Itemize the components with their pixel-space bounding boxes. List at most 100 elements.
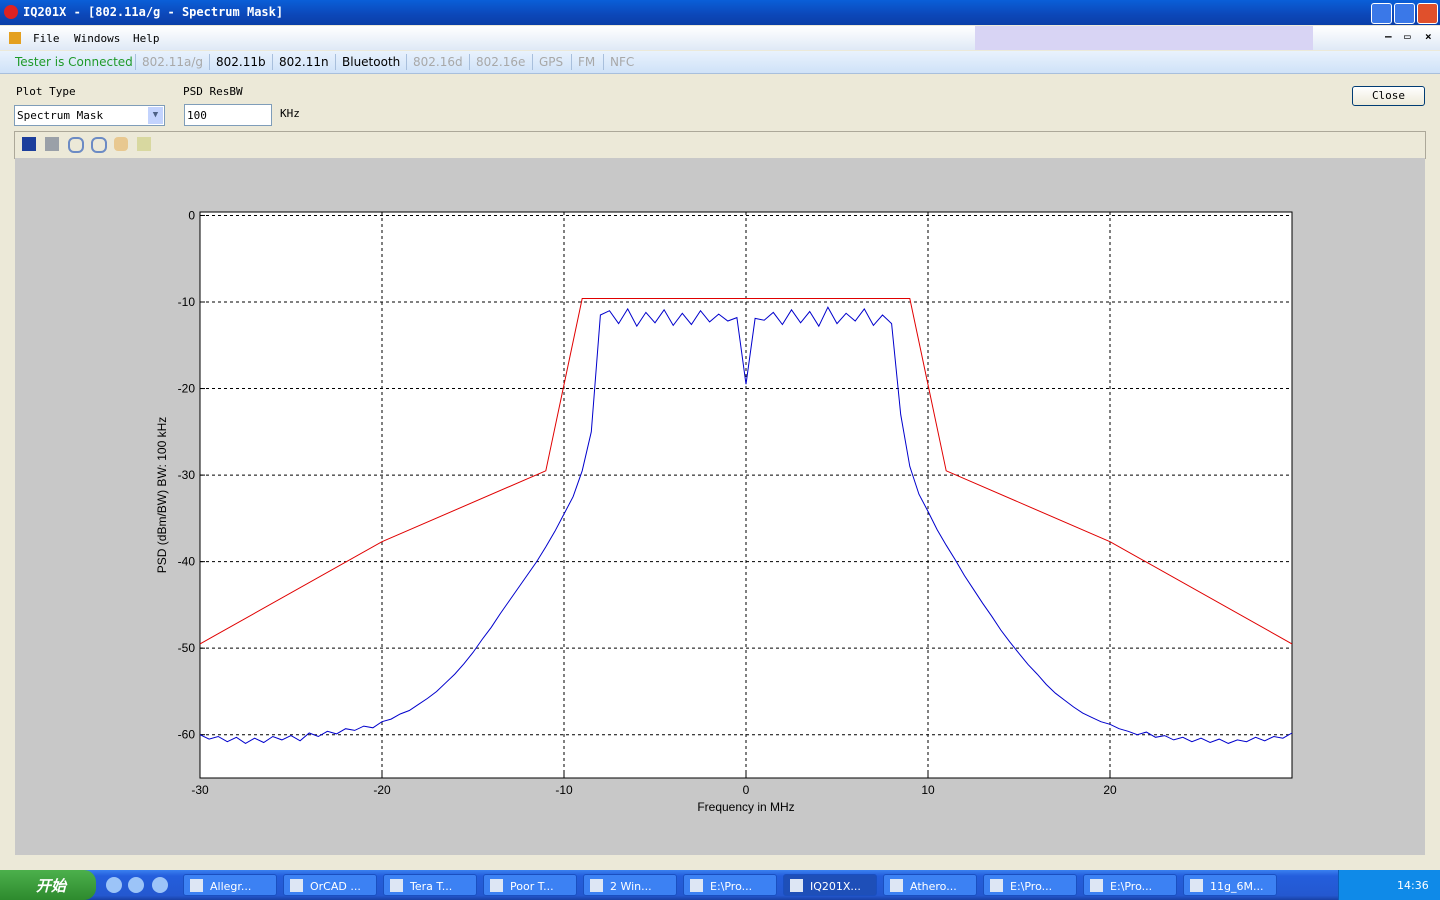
menu-item[interactable]: Windows — [74, 32, 121, 45]
task-icon — [190, 879, 203, 892]
tab[interactable]: GPS — [539, 55, 564, 69]
y-tick-label: -60 — [178, 728, 196, 742]
quick-launch-icon[interactable] — [106, 877, 122, 893]
task-label: 11g_6M... — [1210, 880, 1264, 893]
tab[interactable]: 802.16d — [413, 55, 463, 69]
task-button[interactable]: Athero... — [883, 874, 977, 896]
tab[interactable]: FM — [578, 55, 596, 69]
start-label: 开始 — [36, 877, 67, 895]
y-tick-label: -20 — [178, 382, 196, 396]
task-button[interactable]: Poor T... — [483, 874, 577, 896]
zoom-out-icon[interactable] — [91, 137, 107, 153]
mdi-close[interactable]: × — [1425, 30, 1432, 43]
task-button[interactable]: E:\Pro... — [1083, 874, 1177, 896]
save-icon[interactable] — [22, 137, 36, 151]
y-tick-label: -30 — [178, 468, 196, 482]
input-value: 100 — [187, 109, 207, 122]
tab-separator — [469, 54, 470, 70]
task-label: Tera T... — [410, 880, 453, 893]
quick-launch-icon[interactable] — [128, 877, 144, 893]
y-tick-label: 0 — [188, 208, 195, 222]
tab[interactable]: 802.16e — [476, 55, 526, 69]
y-axis-label: PSD (dBm/BW) BW: 100 kHz — [155, 417, 169, 573]
tab-separator — [532, 54, 533, 70]
task-label: OrCAD ... — [310, 880, 361, 893]
task-button[interactable]: OrCAD ... — [283, 874, 377, 896]
task-button[interactable]: E:\Pro... — [683, 874, 777, 896]
plot-type-select[interactable]: Spectrum Mask ▼ — [14, 105, 165, 126]
task-button[interactable]: IQ201X... — [783, 874, 877, 896]
tab-bar: Tester is Connected 802.11a/g 802.11b 802.… — [0, 51, 1440, 74]
tab[interactable]: 802.11n — [279, 55, 329, 69]
tab[interactable]: Bluetooth — [342, 55, 401, 69]
task-button[interactable]: E:\Pro... — [983, 874, 1077, 896]
task-icon — [690, 879, 703, 892]
menu-filler — [975, 26, 1313, 50]
toolbar — [14, 131, 1426, 159]
x-tick-label: 0 — [743, 783, 750, 797]
close-button[interactable]: Close — [1352, 86, 1425, 106]
restore-button[interactable] — [1394, 3, 1415, 24]
y-tick-label: -40 — [178, 555, 196, 569]
plot-panel: -30 -20 -10 0 10 20 0 -10 -20 -30 -40 -50 -60 Frequen… — [15, 158, 1425, 855]
pan-icon[interactable] — [114, 137, 128, 151]
task-icon — [890, 879, 903, 892]
start-button[interactable]: 开始 — [0, 870, 96, 900]
task-button[interactable]: Allegr... — [183, 874, 277, 896]
task-label: IQ201X... — [810, 880, 861, 893]
tab-separator — [603, 54, 604, 70]
task-label: Poor T... — [510, 880, 554, 893]
menu-bar: File Windows Help – ▭ × — [0, 26, 1440, 50]
psd-input[interactable]: 100 — [184, 104, 272, 126]
x-tick-label: -30 — [191, 783, 209, 797]
task-icon — [290, 879, 303, 892]
task-button[interactable]: 11g_6M... — [1183, 874, 1277, 896]
task-icon — [490, 879, 503, 892]
tab[interactable]: NFC — [610, 55, 635, 69]
tab-separator — [335, 54, 336, 70]
tab-separator — [135, 54, 136, 70]
tray: 14:36 — [1338, 870, 1440, 900]
task-icon — [390, 879, 403, 892]
tab[interactable]: 802.11b — [216, 55, 266, 69]
x-tick-label: -10 — [555, 783, 573, 797]
tab-separator — [272, 54, 273, 70]
close-window-button[interactable] — [1417, 3, 1438, 24]
task-icon — [990, 879, 1003, 892]
task-label: E:\Pro... — [1110, 880, 1153, 893]
x-axis-label: Frequency in MHz — [697, 800, 794, 814]
dropdown-arrow[interactable]: ▼ — [148, 107, 163, 124]
doc-icon — [9, 32, 21, 44]
plot-type-label: Plot Type — [16, 85, 76, 98]
y-tick-label: -10 — [178, 295, 196, 309]
select-value: Spectrum Mask — [17, 109, 104, 122]
cursor-icon[interactable] — [137, 137, 151, 151]
menu-item[interactable]: Help — [133, 32, 160, 45]
title-bar: IQ201X - [802.11a/g - Spectrum Mask] — [0, 0, 1440, 25]
connection-status: Tester is Connected — [15, 55, 133, 69]
zoom-in-icon[interactable] — [68, 137, 84, 153]
task-label: Allegr... — [210, 880, 252, 893]
x-tick-label: 10 — [921, 783, 935, 797]
tab-separator — [406, 54, 407, 70]
series-line — [199, 306, 1293, 744]
print-icon[interactable] — [45, 137, 59, 151]
task-label: E:\Pro... — [710, 880, 753, 893]
quick-launch-icon[interactable] — [152, 877, 168, 893]
taskbar: 开始 14:36 Allegr... OrCAD ... Tera T... Poor… — [0, 870, 1440, 900]
tab[interactable]: 802.11a/g — [142, 55, 204, 69]
mdi-minimize[interactable]: – — [1385, 30, 1392, 43]
menu-item[interactable]: File — [33, 32, 60, 45]
minimize-button[interactable] — [1371, 3, 1392, 24]
mdi-restore[interactable]: ▭ — [1404, 30, 1411, 43]
task-icon — [790, 879, 803, 892]
psd-label: PSD ResBW — [183, 85, 243, 98]
x-tick-label: 20 — [1103, 783, 1117, 797]
tab-separator — [571, 54, 572, 70]
y-tick-label: -50 — [178, 641, 196, 655]
app-icon — [4, 5, 18, 19]
task-button[interactable]: Tera T... — [383, 874, 477, 896]
task-button[interactable]: 2 Win... — [583, 874, 677, 896]
task-label: E:\Pro... — [1010, 880, 1053, 893]
